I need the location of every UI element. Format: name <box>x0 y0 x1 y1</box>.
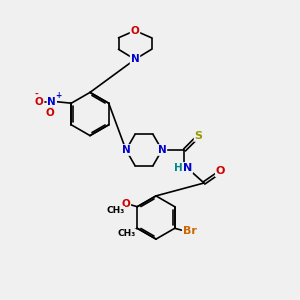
Text: Br: Br <box>183 226 196 236</box>
Text: N: N <box>122 145 130 155</box>
Text: O: O <box>35 97 44 107</box>
Text: N: N <box>47 97 56 107</box>
Text: O: O <box>130 26 140 36</box>
Text: O: O <box>46 108 55 118</box>
Text: +: + <box>56 91 62 100</box>
Text: N: N <box>130 54 140 64</box>
Text: N: N <box>183 163 192 173</box>
Text: H: H <box>173 163 182 173</box>
Text: CH₃: CH₃ <box>118 229 136 238</box>
Text: O: O <box>216 166 225 176</box>
Text: N: N <box>158 145 166 155</box>
Text: -: - <box>34 90 38 99</box>
Text: O: O <box>122 199 130 209</box>
Text: CH₃: CH₃ <box>106 206 124 215</box>
Text: S: S <box>195 131 203 141</box>
